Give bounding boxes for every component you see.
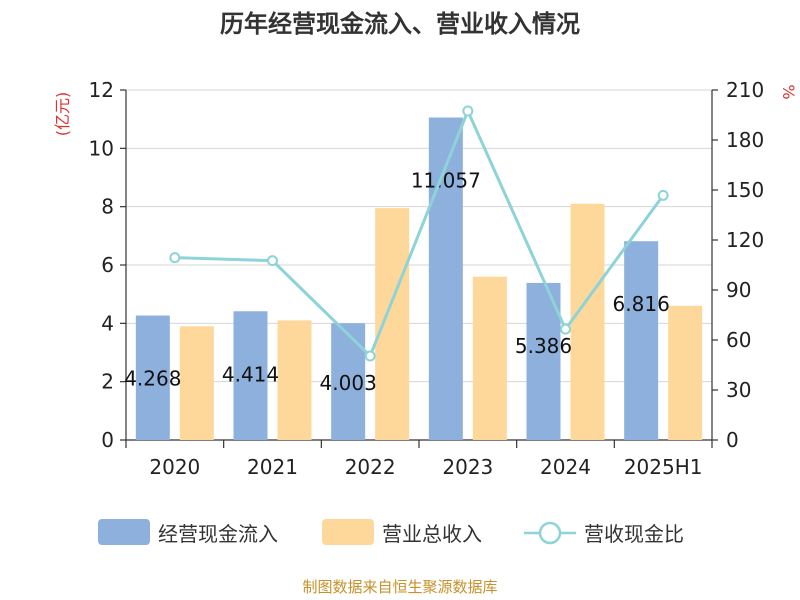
point-ratio [169, 252, 181, 264]
legend-label-revenue: 营业总收入 [382, 522, 482, 546]
bar-cash-inflow [135, 315, 170, 440]
legend-label-cash-inflow: 经营现金流入 [158, 522, 278, 546]
source-note: 制图数据来自恒生聚源数据库 [302, 578, 497, 596]
right-tick-label: 90 [726, 278, 751, 302]
point-ratio [657, 189, 669, 201]
data-label-cash-inflow: 11.057 [411, 169, 481, 193]
legend-swatch-cash-inflow [98, 519, 150, 545]
line-ratio [174, 107, 665, 359]
bar-revenue [668, 305, 703, 440]
left-tick-label: 4 [101, 311, 114, 335]
data-label-cash-inflow: 6.816 [613, 292, 670, 316]
data-label-cash-inflow: 5.386 [515, 334, 572, 358]
data-labels: 4.268 4.414 4.003 11.057 5.386 6.816 [124, 169, 670, 395]
left-axis: 0 2 4 6 8 10 12 [89, 78, 127, 452]
x-tick-label: 2024 [540, 455, 591, 479]
ratio-line [169, 105, 669, 362]
left-tick-label: 12 [89, 78, 114, 102]
bar-cash-inflow [331, 323, 366, 440]
bar-cash-inflow [526, 282, 561, 440]
left-axis-unit: (亿元) [53, 92, 72, 137]
right-tick-label: 120 [726, 228, 764, 252]
x-axis: 2020 2021 2022 2023 2024 2025H1 [125, 439, 713, 479]
right-tick-label: 180 [726, 128, 764, 152]
right-tick-label: 150 [726, 178, 764, 202]
right-axis: 0 30 60 90 120 150 180 210 [711, 78, 764, 452]
left-tick-label: 6 [101, 253, 114, 277]
left-tick-label: 10 [89, 136, 114, 160]
left-tick-label: 8 [101, 195, 114, 219]
bar-revenue [472, 276, 507, 440]
right-tick-label: 0 [726, 428, 739, 452]
bar-cash-inflow [624, 241, 659, 440]
legend-swatch-revenue [322, 519, 374, 545]
right-tick-label: 60 [726, 328, 751, 352]
point-ratio [364, 350, 376, 362]
legend: 经营现金流入 营业总收入 营收现金比 [98, 519, 684, 546]
right-tick-label: 210 [726, 78, 764, 102]
data-label-cash-inflow: 4.268 [124, 367, 181, 391]
grid-lines [126, 89, 712, 383]
bars [135, 117, 703, 441]
legend-marker-ratio [538, 521, 562, 545]
point-ratio [560, 323, 571, 335]
bar-cash-inflow [233, 311, 268, 440]
data-label-cash-inflow: 4.414 [222, 362, 279, 386]
x-tick-label: 2020 [149, 455, 200, 479]
legend-label-ratio: 营收现金比 [584, 522, 684, 546]
bar-revenue [179, 326, 214, 440]
chart-title: 历年经营现金流入、营业收入情况 [220, 10, 580, 38]
right-axis-unit: % [779, 84, 798, 99]
x-tick-label: 2023 [442, 455, 493, 479]
bar-revenue [375, 208, 410, 440]
x-tick-label: 2025H1 [624, 455, 703, 479]
point-ratio [462, 105, 474, 117]
point-ratio [267, 255, 278, 267]
x-tick-label: 2022 [345, 455, 396, 479]
right-tick-label: 30 [726, 378, 751, 402]
left-tick-label: 0 [101, 428, 114, 452]
bar-cash-inflow [428, 117, 463, 441]
x-tick-label: 2021 [247, 455, 298, 479]
left-tick-label: 2 [101, 370, 114, 394]
bar-revenue [277, 320, 312, 440]
data-label-cash-inflow: 4.003 [320, 371, 377, 395]
bar-revenue [570, 203, 605, 440]
